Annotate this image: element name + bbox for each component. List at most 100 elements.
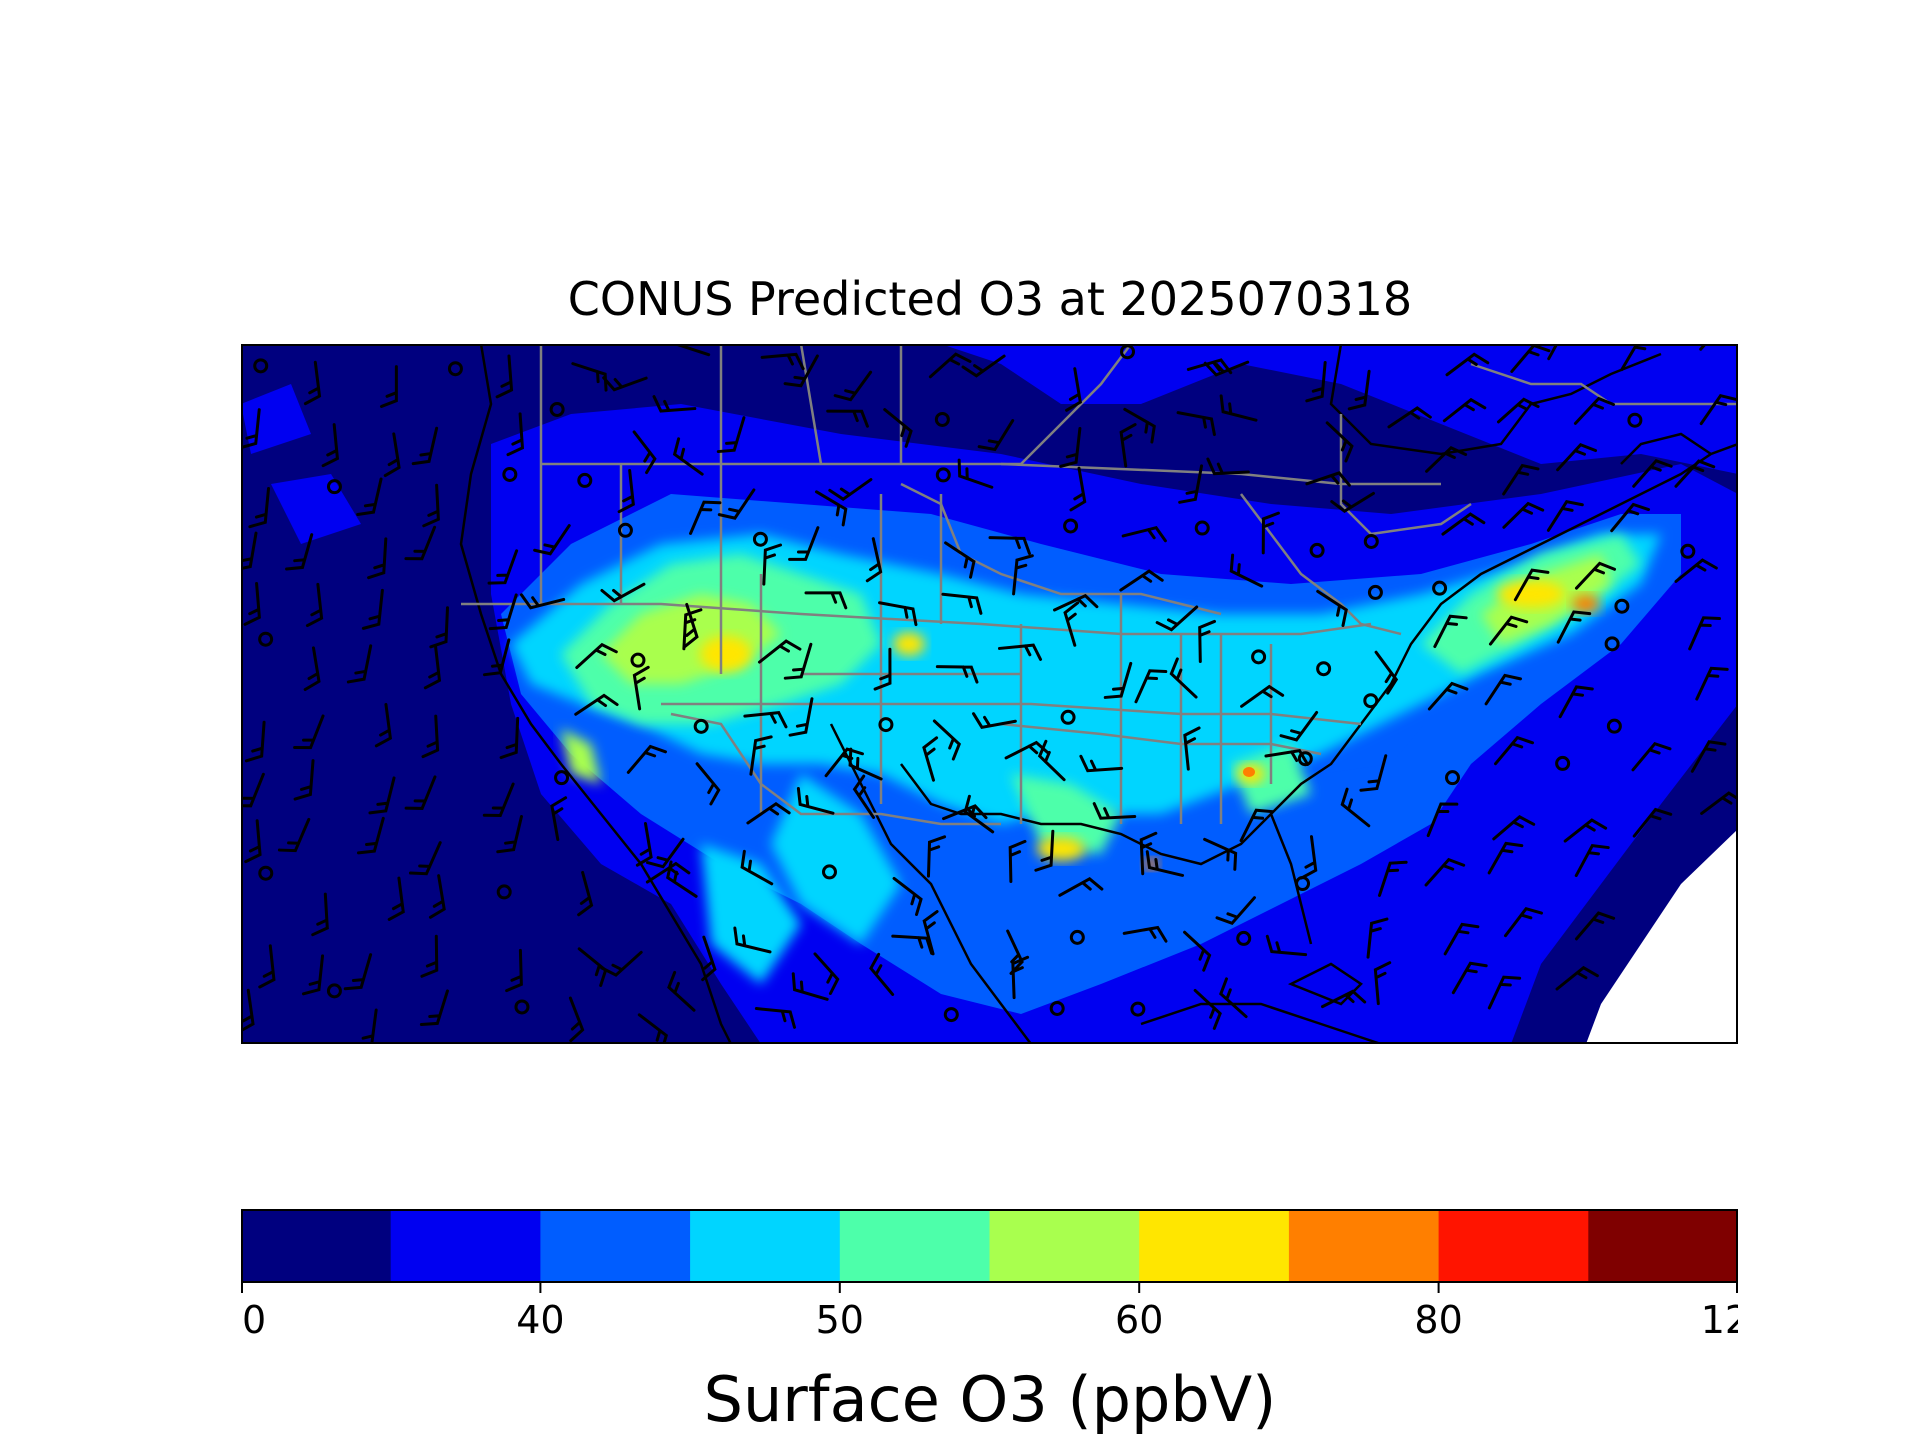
wind-barb	[301, 954, 325, 996]
calm-wind-circle	[1060, 709, 1076, 725]
wind-barb	[672, 437, 704, 476]
wind-barb	[783, 354, 819, 388]
calm-wind-circle	[1604, 636, 1620, 652]
wind-barb	[1012, 554, 1034, 596]
calm-wind-circles	[253, 344, 1696, 1023]
wind-barb	[577, 870, 594, 917]
wind-barb	[757, 639, 802, 664]
wind-barb	[646, 837, 685, 869]
colorbar-segment	[690, 1209, 841, 1283]
wind-barb	[695, 762, 721, 806]
wind-barb	[833, 370, 873, 402]
wind-barb	[1374, 650, 1399, 695]
wind-barb	[1451, 961, 1488, 995]
wind-barb	[1058, 877, 1104, 897]
colorbar-tick-label: 20	[241, 1298, 266, 1339]
wind-barb	[1203, 837, 1238, 871]
colorbar-tick-label: 120	[1701, 1298, 1738, 1339]
wind-barb	[241, 531, 258, 571]
calm-wind-circle	[258, 865, 274, 881]
wind-barb	[568, 996, 585, 1043]
wind-barb	[804, 591, 848, 610]
wind-barb	[1219, 394, 1258, 422]
wind-barb	[762, 543, 783, 586]
wind-barb	[423, 645, 442, 690]
calm-wind-circle	[752, 531, 768, 547]
wind-barb	[1556, 610, 1592, 644]
wind-barb	[356, 816, 385, 855]
wind-barb	[1674, 558, 1718, 583]
calm-wind-circle	[1236, 930, 1252, 946]
wind-barb	[1574, 561, 1617, 590]
wind-barb	[733, 926, 772, 954]
wind-barb	[1053, 593, 1099, 612]
colorbar-segment	[390, 1209, 541, 1283]
wind-barb	[635, 822, 653, 867]
wind-barb	[368, 776, 396, 815]
wind-barb	[496, 815, 523, 854]
wind-barb	[783, 642, 813, 680]
wind-barb	[487, 549, 519, 585]
wind-barb	[1373, 961, 1392, 1006]
wind-barb	[957, 458, 994, 489]
map-frame	[241, 344, 1738, 1044]
wind-barb	[1674, 459, 1716, 488]
wind-barb	[892, 876, 923, 917]
calm-wind-circle	[1363, 693, 1379, 709]
wind-barb	[1183, 726, 1201, 771]
colorbar-segment	[1139, 1209, 1290, 1283]
wind-barb	[244, 819, 262, 864]
wind-barb	[1513, 568, 1550, 602]
wind-barb	[1359, 754, 1388, 792]
wind-barb	[1264, 748, 1310, 766]
wind-barb	[717, 488, 756, 520]
calm-wind-circle	[554, 770, 570, 786]
wind-barb	[813, 952, 840, 995]
colorbar-segments	[241, 1209, 1738, 1283]
colorbar-tick-label: 40	[516, 1298, 564, 1339]
wind-barb	[997, 643, 1043, 661]
wind-barb	[1488, 615, 1529, 646]
wind-barb	[241, 988, 255, 1033]
wind-barb	[428, 874, 446, 919]
wind-barb	[1305, 471, 1351, 487]
colorbar-tick-label: 60	[1115, 1298, 1163, 1339]
wind-barb	[1492, 815, 1536, 841]
wind-barb	[1008, 839, 1027, 884]
wind-barb	[1484, 673, 1523, 706]
wind-barb	[1279, 710, 1319, 742]
wind-barb	[754, 1007, 797, 1029]
calm-wind-circle	[1194, 520, 1210, 536]
wind-barb	[1496, 397, 1540, 424]
wind-barb	[1487, 841, 1524, 875]
wind-barb	[682, 608, 703, 651]
calm-wind-circle	[617, 522, 633, 538]
calm-wind-circle	[878, 717, 894, 733]
wind-barb	[303, 646, 321, 692]
wind-barb	[873, 647, 892, 691]
wind-barb	[1134, 669, 1168, 704]
colorbar-segment	[1288, 1209, 1440, 1283]
wind-barb	[571, 362, 608, 392]
wind-barb	[1065, 367, 1082, 412]
wind-barb	[848, 747, 883, 781]
calm-wind-circle	[1063, 518, 1079, 534]
wind-barb	[600, 950, 643, 977]
wind-barb	[519, 593, 566, 610]
wind-barb	[701, 935, 717, 982]
wind-barb	[1261, 511, 1280, 555]
wind-barb	[1092, 802, 1137, 820]
wind-barb	[1433, 614, 1468, 649]
wind-barb	[1547, 344, 1559, 361]
wind-barb	[241, 772, 265, 808]
wind-barb	[746, 801, 791, 825]
calm-wind-circle	[1130, 1001, 1146, 1017]
calm-wind-circle	[630, 652, 646, 668]
calm-wind-circle	[1297, 751, 1313, 767]
ozone-field	[241, 344, 1738, 1044]
wind-barb	[1320, 989, 1367, 1009]
wind-barb	[505, 948, 523, 993]
map-title: CONUS Predicted O3 at 2025070318	[567, 272, 1413, 326]
wind-barb	[716, 416, 746, 454]
wind-barb	[482, 638, 511, 677]
